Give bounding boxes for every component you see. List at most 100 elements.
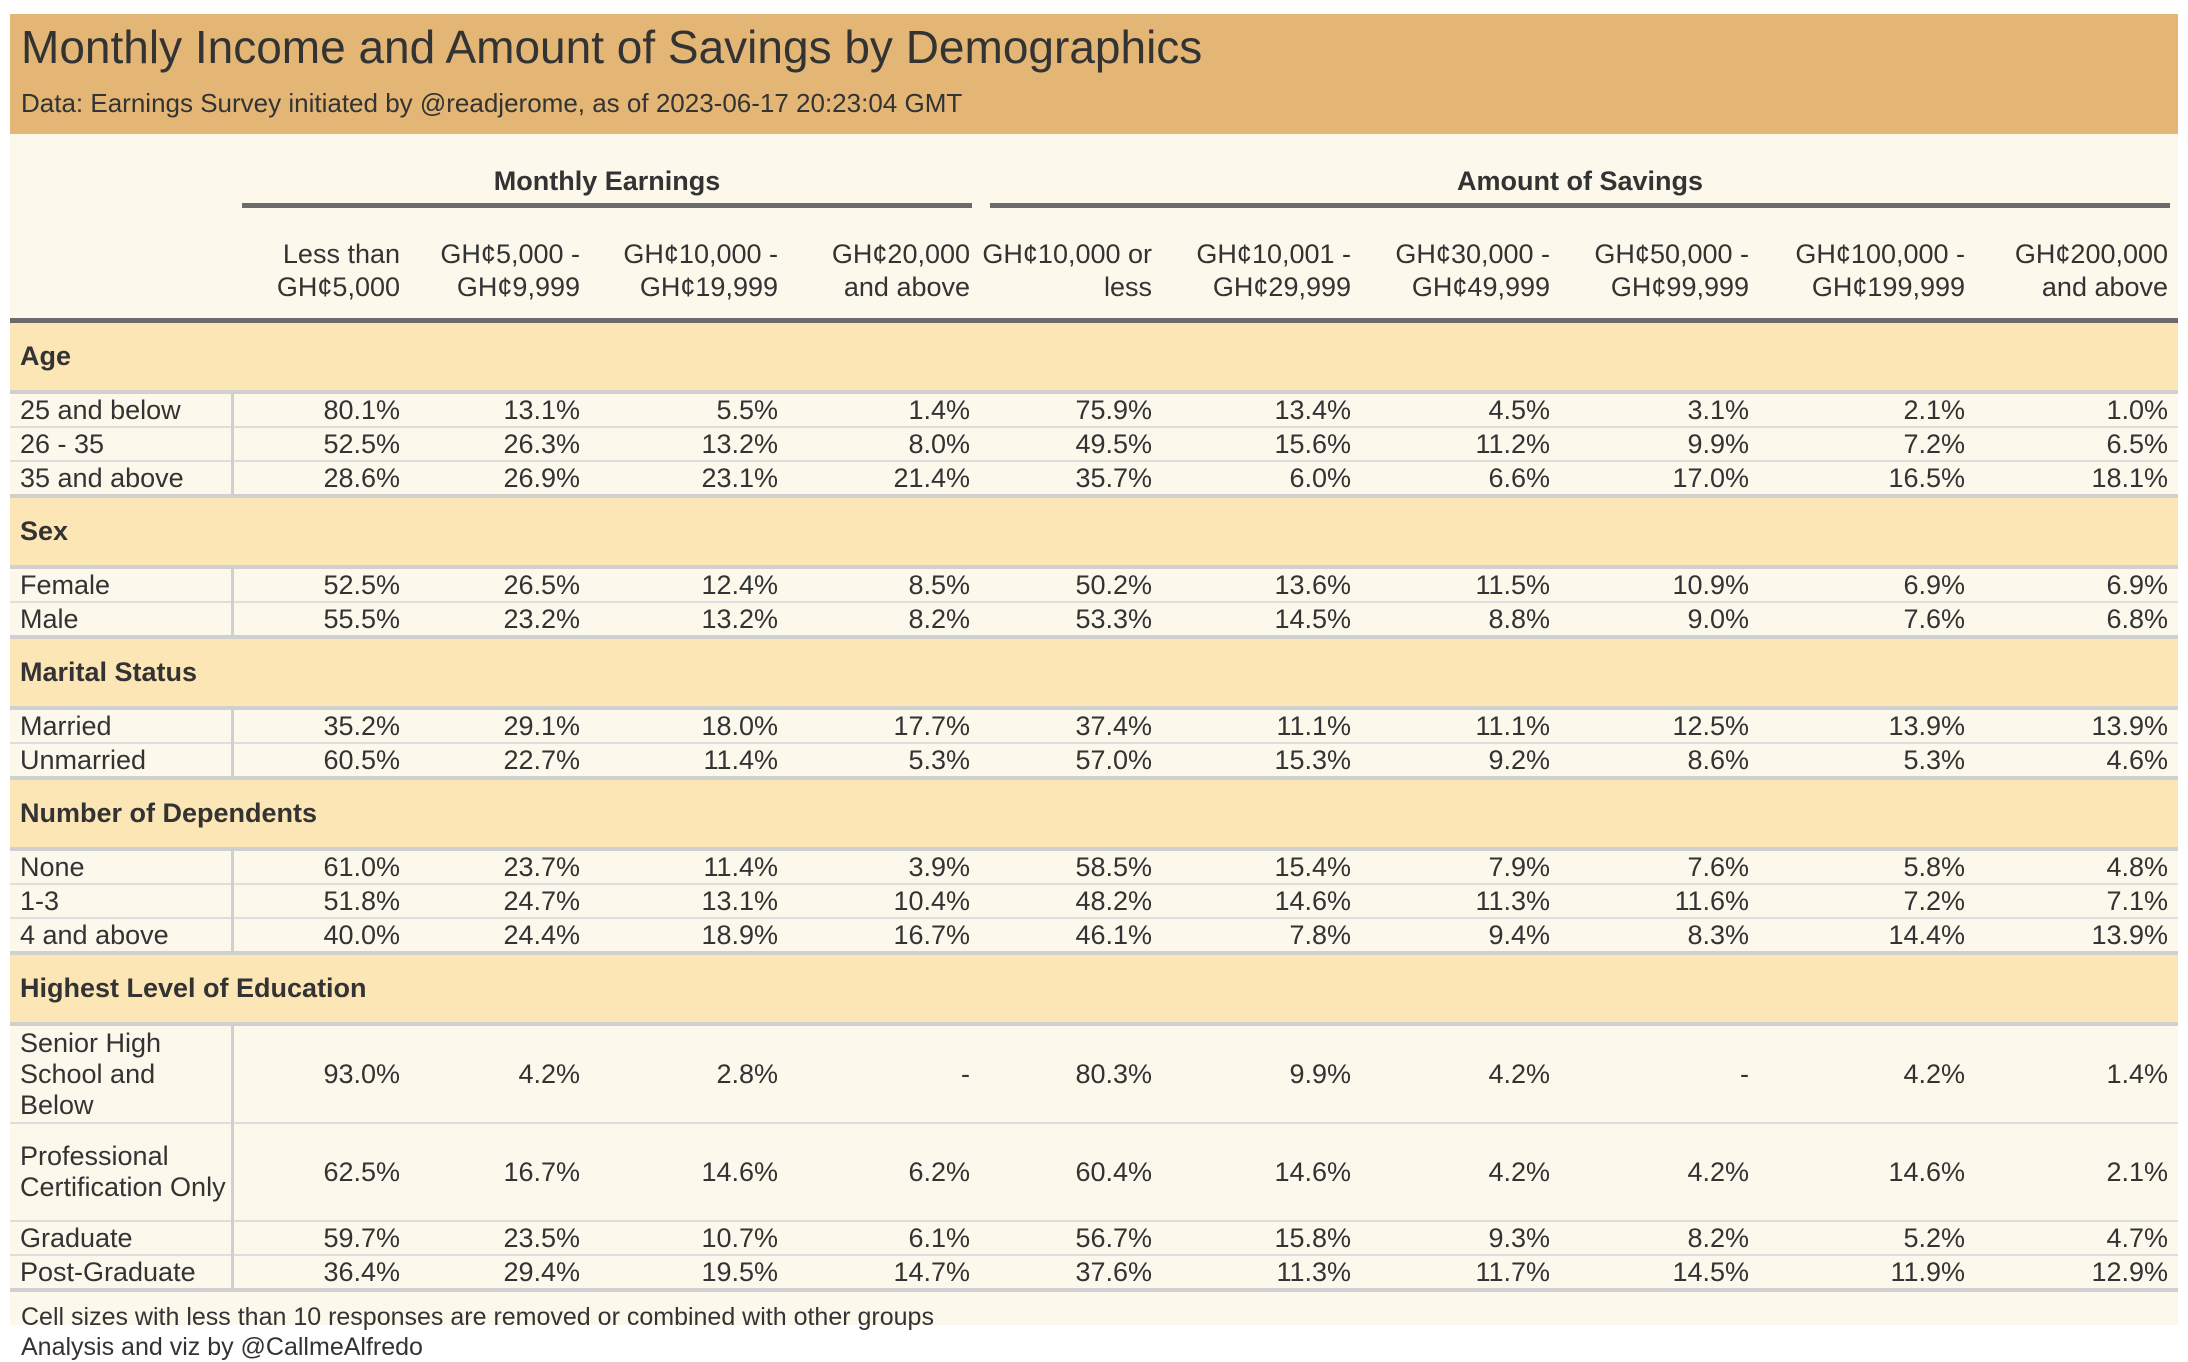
table-cell: 16.5% <box>1759 461 1976 498</box>
stub-header-empty <box>10 208 232 323</box>
group-label: Highest Level of Education <box>10 953 2179 1026</box>
table-cell: 11.3% <box>1361 884 1561 919</box>
table-cell: 11.1% <box>1162 708 1362 744</box>
table-cell: 6.6% <box>1361 461 1561 498</box>
table-row: None 61.0% 23.7% 11.4% 3.9% 58.5% 15.4% 7.9% 7.6… <box>10 849 2179 885</box>
footnote-credit: Analysis and viz by @CallmeAlfredo <box>21 1333 423 1361</box>
table-cell: 7.2% <box>1759 884 1976 919</box>
spanner-1: Amount of Savings <box>980 152 2178 208</box>
group-label: Marital Status <box>10 637 2179 710</box>
table-cell: 52.5% <box>232 427 410 462</box>
footnotes: Cell sizes with less than 10 responses a… <box>10 1292 2178 1362</box>
table-cell: 23.7% <box>410 849 590 885</box>
row-label: Post-Graduate <box>10 1255 234 1292</box>
table-row: 4 and above 40.0% 24.4% 18.9% 16.7% 46.1% 7.8%… <box>10 918 2179 955</box>
table-body: Age 25 and below 80.1% 13.1% 5.5% 1.4% 75.9% 13… <box>10 320 2179 1292</box>
table-cell: 23.1% <box>590 461 788 498</box>
row-label: Male <box>10 602 234 639</box>
table-cell: 48.2% <box>980 884 1163 919</box>
row-label: Unmarried <box>10 743 234 780</box>
table-cell: 6.8% <box>1975 602 2179 639</box>
table-cell: 13.9% <box>1759 708 1976 744</box>
table-cell: 7.2% <box>1759 427 1976 462</box>
group-label: Sex <box>10 496 2179 569</box>
row-label: 1-3 <box>10 884 234 919</box>
table-cell: 46.1% <box>980 918 1163 955</box>
table-cell: 26.5% <box>410 567 590 603</box>
table-cell: 13.9% <box>1975 708 2179 744</box>
table-cell: 17.0% <box>1560 461 1760 498</box>
table-cell: 60.4% <box>980 1123 1163 1222</box>
group-row: Number of Dependents <box>10 778 2179 851</box>
column-header-row: Less than GH¢5,000 GH¢5,000 - GH¢9,999 GH¢… <box>10 208 2179 323</box>
table-cell: 19.5% <box>590 1255 788 1292</box>
table-cell: 23.5% <box>410 1221 590 1256</box>
table-cell: 4.7% <box>1975 1221 2179 1256</box>
group-row: Highest Level of Education <box>10 953 2179 1026</box>
table-cell: 80.1% <box>232 392 410 428</box>
table-cell: 5.2% <box>1759 1221 1976 1256</box>
group-row: Marital Status <box>10 637 2179 710</box>
table-cell: 14.5% <box>1560 1255 1760 1292</box>
table-cell: 23.2% <box>410 602 590 639</box>
table-cell: 11.1% <box>1361 708 1561 744</box>
row-label: Professional Certification Only <box>10 1123 234 1222</box>
table-cell: 14.4% <box>1759 918 1976 955</box>
column-header-8: GH¢100,000 - GH¢199,999 <box>1759 208 1976 323</box>
table-cell: 55.5% <box>232 602 410 639</box>
row-label: 4 and above <box>10 918 234 955</box>
table-cell: 10.9% <box>1560 567 1760 603</box>
table-cell: 6.2% <box>788 1123 981 1222</box>
table-cell: 11.6% <box>1560 884 1760 919</box>
row-label: Married <box>10 708 234 744</box>
group-label: Number of Dependents <box>10 778 2179 851</box>
table-cell: 35.7% <box>980 461 1163 498</box>
table-cell: 5.8% <box>1759 849 1976 885</box>
table-cell: 8.3% <box>1560 918 1760 955</box>
table-cell: 59.7% <box>232 1221 410 1256</box>
table-cell: 93.0% <box>232 1024 410 1124</box>
spanner-row: Monthly Earnings Amount of Savings <box>10 152 2178 208</box>
table-cell: 5.3% <box>788 743 981 780</box>
column-header-0: Less than GH¢5,000 <box>232 208 410 323</box>
table-cell: 4.2% <box>1759 1024 1976 1124</box>
table-cell: 51.8% <box>232 884 410 919</box>
table-subtitle: Data: Earnings Survey initiated by @read… <box>21 88 963 118</box>
table-cell: 62.5% <box>232 1123 410 1222</box>
table-cell: 13.9% <box>1975 918 2179 955</box>
table-cell: 8.2% <box>788 602 981 639</box>
table-cell: 5.5% <box>590 392 788 428</box>
table-cell: 12.9% <box>1975 1255 2179 1292</box>
row-label: Graduate <box>10 1221 234 1256</box>
spanner-0: Monthly Earnings <box>232 152 980 208</box>
table-cell: 8.5% <box>788 567 981 603</box>
table-cell: 14.6% <box>590 1123 788 1222</box>
table-cell: 7.6% <box>1560 849 1760 885</box>
table-cell: 1.4% <box>788 392 981 428</box>
column-header-6: GH¢30,000 - GH¢49,999 <box>1361 208 1561 323</box>
table-row: 1-3 51.8% 24.7% 13.1% 10.4% 48.2% 14.6% 11.3% 11… <box>10 884 2179 919</box>
table-cell: 11.2% <box>1361 427 1561 462</box>
table-cell: 9.9% <box>1560 427 1760 462</box>
table-cell: 80.3% <box>980 1024 1163 1124</box>
table-cell: 49.5% <box>980 427 1163 462</box>
table-cell: 2.1% <box>1975 1123 2179 1222</box>
table-cell: 29.4% <box>410 1255 590 1292</box>
group-label: Age <box>10 320 2179 394</box>
group-row: Sex <box>10 496 2179 569</box>
table-cell: 18.9% <box>590 918 788 955</box>
table-cell: 13.1% <box>590 884 788 919</box>
table-row: 25 and below 80.1% 13.1% 5.5% 1.4% 75.9% 13.4%… <box>10 392 2179 428</box>
table-cell: 13.1% <box>410 392 590 428</box>
stub-spanner-empty <box>10 152 232 208</box>
table-cell: 2.1% <box>1759 392 1976 428</box>
table-cell: 8.2% <box>1560 1221 1760 1256</box>
table-cell: 16.7% <box>788 918 981 955</box>
row-label: 25 and below <box>10 392 234 428</box>
title-band: Monthly Income and Amount of Savings by … <box>10 14 2178 134</box>
table-cell: 8.8% <box>1361 602 1561 639</box>
row-label: 35 and above <box>10 461 234 498</box>
table-cell: 35.2% <box>232 708 410 744</box>
spanner-label: Monthly Earnings <box>242 166 973 208</box>
table-cell: 58.5% <box>980 849 1163 885</box>
